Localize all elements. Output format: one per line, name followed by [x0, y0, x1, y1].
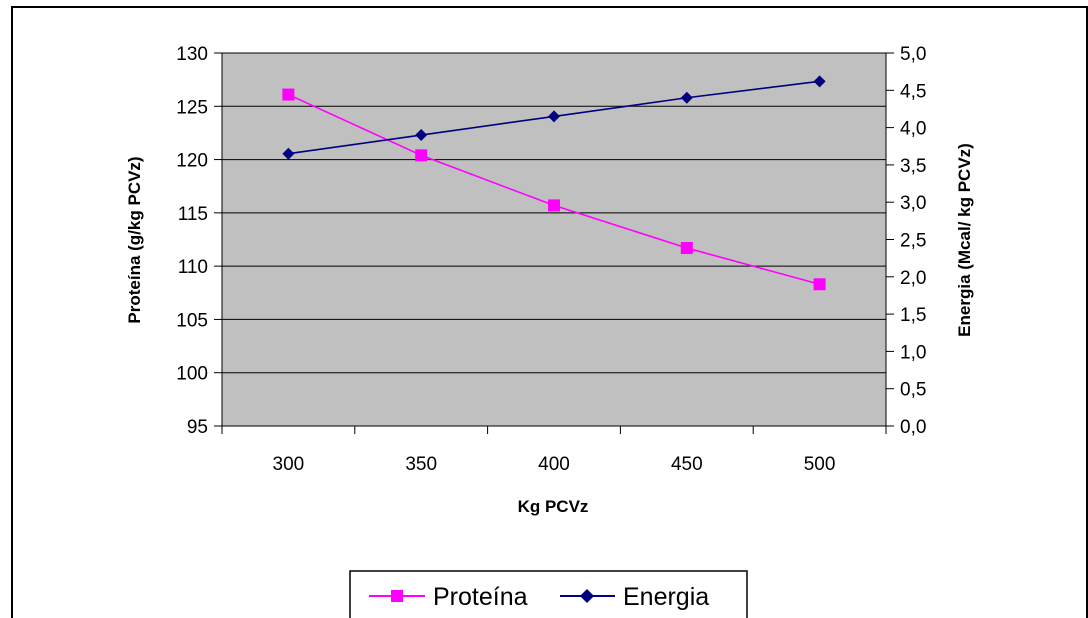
legend: Proteína Energia: [349, 570, 748, 618]
legend-energia-label: Energia: [623, 583, 709, 611]
y-right-tick-label: 0,5: [900, 380, 926, 401]
y-left-tick-label: 115: [178, 204, 208, 225]
y-left-tick-label: 95: [187, 417, 208, 438]
y-right-tick-label: 5,0: [900, 44, 926, 65]
y-right-tick-label: 0,0: [900, 417, 926, 438]
x-tick-label: 400: [538, 454, 570, 475]
y-right-tick-label: 4,0: [900, 119, 926, 140]
y-axis-title-left: Proteína (g/kg PCVz): [125, 156, 144, 323]
energia-point: [813, 75, 826, 88]
y-left-tick-label: 130: [176, 44, 208, 65]
y-right-tick-label: 1,5: [900, 305, 926, 326]
y-left-tick-label: 110: [178, 257, 208, 278]
proteina-point: [415, 149, 428, 162]
legend-proteina-marker: [391, 590, 403, 602]
series-layer: [282, 75, 826, 291]
y-right-tick-label: 3,0: [900, 193, 926, 214]
y-right-tick-label: 2,0: [900, 268, 926, 289]
energia-point: [282, 147, 295, 160]
y-axis-title-right: Energia (Mcal/ kg PCVz): [955, 143, 974, 337]
y-right-tick-label: 1,0: [900, 342, 926, 363]
x-tick-label: 500: [804, 454, 836, 475]
legend-proteina-label: Proteína: [433, 583, 528, 611]
gridlines: [222, 105, 886, 374]
x-tick-label: 450: [671, 454, 703, 475]
energia-point: [680, 91, 693, 104]
proteina-point: [680, 242, 693, 255]
y-left-tick-label: 120: [176, 151, 208, 172]
y-right-tick-label: 4,5: [900, 81, 926, 102]
y-right-tick-label: 3,5: [900, 156, 926, 177]
chart-frame: [11, 6, 1088, 618]
x-tick-label: 350: [405, 454, 437, 475]
axes: 95 100 105 110 115 120 125 130 0,0 0,5 1,0 1,5 2,0 2,…: [176, 44, 926, 475]
proteina-point: [282, 88, 295, 101]
y-left-tick-label: 105: [176, 310, 208, 331]
energia-point: [548, 110, 560, 123]
legend-energia-marker: [580, 589, 594, 603]
y-left-tick-label: 125: [176, 97, 208, 118]
y-right-tick-label: 2,5: [900, 231, 926, 252]
x-axis-title: Kg PCVz: [518, 497, 589, 516]
y-left-tick-label: 100: [176, 364, 208, 385]
x-tick-label: 300: [273, 454, 305, 475]
energia-point: [415, 129, 428, 142]
proteina-point: [813, 278, 826, 291]
legend-box: [349, 570, 748, 618]
proteina-point: [548, 199, 560, 212]
